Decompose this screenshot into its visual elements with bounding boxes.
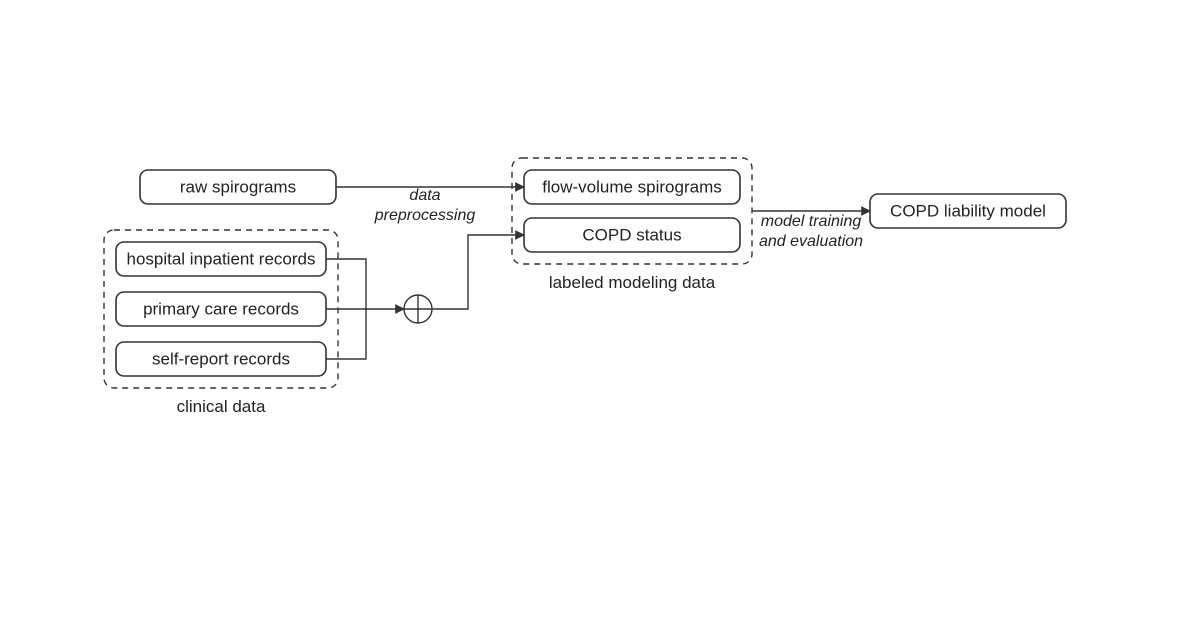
node-model: COPD liability model [870,194,1066,228]
svg-text:primary care records: primary care records [143,299,299,318]
edge-label-train-1: model training [761,213,862,230]
svg-text:COPD liability model: COPD liability model [890,201,1046,220]
junction-plus-icon [404,295,432,323]
node-primary: primary care records [116,292,326,326]
svg-text:self-report records: self-report records [152,349,290,368]
node-raw: raw spirograms [140,170,336,204]
svg-text:hospital inpatient records: hospital inpatient records [126,249,315,268]
node-self: self-report records [116,342,326,376]
svg-text:flow-volume spirograms: flow-volume spirograms [542,177,722,196]
svg-text:COPD status: COPD status [582,225,681,244]
node-flow: flow-volume spirograms [524,170,740,204]
node-hospital: hospital inpatient records [116,242,326,276]
node-copd: COPD status [524,218,740,252]
group-clinical-label: clinical data [177,397,266,416]
flowchart-diagram: raw spirograms hospital inpatient record… [0,0,1200,630]
group-labeled-label: labeled modeling data [549,273,716,292]
edge-label-preproc-1: data [409,187,440,204]
edge-label-preproc-2: preprocessing [374,207,476,224]
edge-label-train-2: and evaluation [759,233,863,250]
svg-text:raw spirograms: raw spirograms [180,177,296,196]
